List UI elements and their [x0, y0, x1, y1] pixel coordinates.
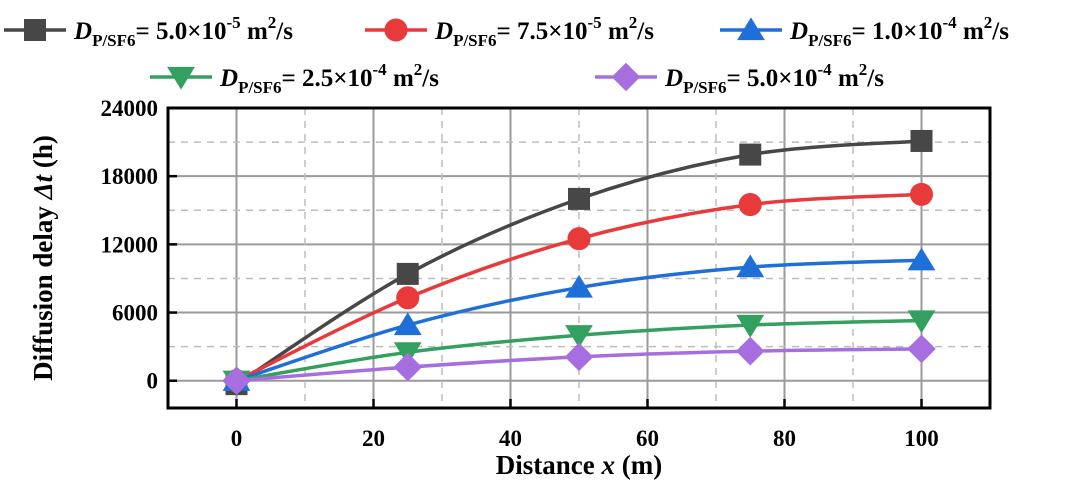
legend-label-4-part-0: D: [664, 65, 683, 92]
legend-label-3: DP/SF6= 2.5×10-4 m2/s: [219, 60, 439, 97]
series-1: [224, 182, 934, 393]
y-tick-label-2: 12000: [101, 232, 159, 257]
legend-label-3-part-4: m: [387, 65, 414, 92]
y-tick-label-0: 0: [147, 369, 159, 394]
x-axis-label-part-0: Distance: [496, 450, 602, 480]
legend-marker-3: [167, 66, 195, 90]
legend-marker-4: [611, 62, 641, 92]
x-tick-label-1: 20: [362, 426, 385, 451]
legend-label-1-part-0: D: [434, 18, 453, 45]
legend-label-0-part-1: P/SF6: [92, 31, 135, 50]
legend-label-1-part-4: m: [602, 18, 629, 45]
legend-label-4-part-4: m: [832, 65, 859, 92]
series-3-point-2: [565, 325, 593, 348]
legend-marker-0: [24, 19, 46, 41]
legend-label-4-part-1: P/SF6: [683, 78, 726, 97]
y-axis-label-part-0: Diffusion delay: [28, 199, 58, 381]
x-tick-label-2: 40: [499, 426, 522, 451]
legend-label-2-part-3: -4: [943, 13, 958, 32]
series-3-point-4: [907, 310, 936, 334]
legend-label-4: DP/SF6= 5.0×10-4 m2/s: [664, 60, 884, 97]
y-axis-label-part-2: (h): [28, 135, 58, 175]
series-4-point-2: [564, 342, 594, 372]
series-0-point-2: [568, 187, 590, 210]
legend-entry-4: DP/SF6= 5.0×10-4 m2/s: [595, 60, 884, 97]
legend-label-2: DP/SF6= 1.0×10-4 m2/s: [789, 13, 1009, 50]
legend-marker-1: [384, 18, 408, 42]
legend-label-2-part-2: = 1.0×10: [852, 18, 943, 45]
series-4-point-3: [735, 336, 765, 366]
legend-label-3-part-0: D: [219, 65, 238, 92]
x-tick-label-0: 0: [231, 426, 243, 451]
legend-label-4-part-2: = 5.0×10: [727, 65, 818, 92]
legend-label-0-part-2: = 5.0×10: [136, 18, 227, 45]
series-4-point-4: [907, 334, 936, 364]
legend-label-0-part-3: -5: [227, 13, 241, 32]
legend-label-4-part-3: -4: [818, 60, 833, 79]
legend-label-2-part-5: 2: [984, 13, 993, 32]
y-tick-label-1: 6000: [112, 301, 158, 326]
legend-label-1-part-6: /s: [636, 18, 654, 45]
series-2: [222, 247, 936, 391]
series-2-point-3: [736, 254, 765, 278]
series-2-point-2: [565, 274, 593, 298]
legend-label-0-part-5: 2: [268, 13, 277, 32]
x-axis-label: Distance x (m): [496, 450, 662, 480]
x-tick-label-3: 60: [636, 426, 659, 451]
series-2-point-1: [393, 312, 422, 336]
series-1-point-2: [567, 227, 591, 251]
series-4-point-1: [393, 352, 423, 382]
y-tick-label-3: 18000: [101, 164, 159, 189]
legend-label-3-part-1: P/SF6: [238, 78, 281, 97]
legend-label-1-part-1: P/SF6: [453, 31, 496, 50]
legend-entry-1: DP/SF6= 7.5×10-5 m2/s: [365, 13, 654, 50]
series-1-point-4: [909, 182, 934, 206]
legend-label-3-part-3: -4: [373, 60, 388, 79]
y-tick-label-4: 24000: [101, 96, 159, 121]
legend-label-2-part-6: /s: [991, 18, 1009, 45]
legend-label-0-part-6: /s: [275, 18, 293, 45]
series-1-point-3: [738, 193, 762, 217]
series-2-point-4: [907, 247, 936, 271]
legend-label-3-part-2: = 2.5×10: [282, 65, 373, 92]
legend-label-2-part-0: D: [789, 18, 808, 45]
legend-label-2-part-1: P/SF6: [808, 31, 851, 50]
legend-entry-0: DP/SF6= 5.0×10-5 m2/s: [4, 13, 293, 50]
legend-marker-2: [737, 17, 765, 41]
x-axis-label-part-1: x: [601, 450, 616, 480]
legend-label-0-part-0: D: [73, 18, 92, 45]
y-axis-label-part-1: Δt: [28, 173, 58, 200]
legend-label-2-part-4: m: [957, 18, 984, 45]
series-4: [222, 334, 936, 396]
series-0-point-1: [396, 262, 419, 285]
legend-label-1-part-2: = 7.5×10: [497, 18, 588, 45]
legend-label-3-part-5: 2: [414, 60, 423, 79]
series-layer: [222, 129, 936, 396]
x-axis-label-part-2: (m): [615, 450, 662, 480]
legend-label-1-part-3: -5: [588, 13, 602, 32]
legend-label-3-part-6: /s: [421, 65, 439, 92]
series-0-point-3: [739, 143, 762, 166]
legend-label-4-part-6: /s: [866, 65, 884, 92]
ticks-layer: 0 20 40 60 80 100 0 6000 12000 18000 24000: [101, 96, 939, 451]
series-1-point-1: [396, 286, 420, 310]
legend-entry-3: DP/SF6= 2.5×10-4 m2/s: [150, 60, 439, 97]
legend: DP/SF6= 5.0×10-5 m2/s DP/SF6= 7.5×10-5 m2…: [4, 13, 1009, 97]
legend-label-1-part-5: 2: [629, 13, 638, 32]
legend-label-0-part-4: m: [241, 18, 268, 45]
legend-label-4-part-5: 2: [859, 60, 868, 79]
legend-label-1: DP/SF6= 7.5×10-5 m2/s: [434, 13, 654, 50]
legend-label-0: DP/SF6= 5.0×10-5 m2/s: [73, 13, 293, 50]
legend-entry-2: DP/SF6= 1.0×10-4 m2/s: [720, 13, 1009, 50]
y-axis-label: Diffusion delay Δt (h): [28, 135, 58, 381]
series-0-point-4: [910, 129, 933, 152]
x-tick-label-5: 100: [904, 426, 939, 451]
series-4-point-0: [222, 366, 251, 396]
plot-frame: [166, 106, 992, 410]
series-3-point-3: [736, 314, 765, 338]
x-tick-label-4: 80: [773, 426, 796, 451]
